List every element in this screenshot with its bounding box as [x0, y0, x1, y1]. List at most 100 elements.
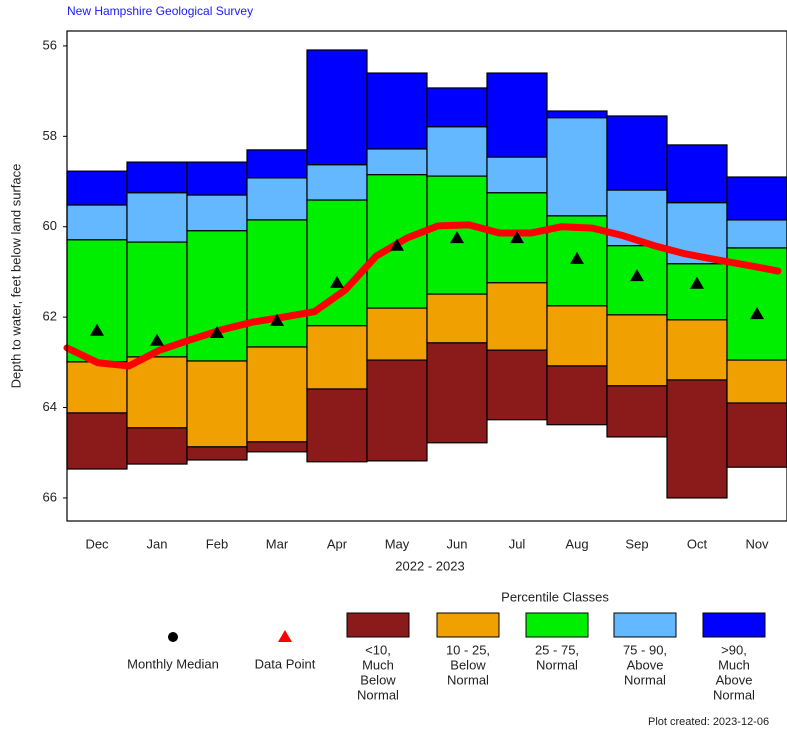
- percentile-band: [546, 305, 608, 367]
- y-tick-label: 62: [43, 309, 57, 324]
- median-marker: [390, 238, 404, 251]
- x-tick-label: Oct: [687, 536, 708, 551]
- percentile-band: [126, 356, 188, 429]
- footer: Plot created: 2023-12-06: [648, 716, 769, 728]
- percentile-band: [426, 126, 488, 177]
- x-tick-label: Nov: [745, 536, 769, 551]
- legend-label: Much: [362, 657, 394, 672]
- percentile-band: [486, 156, 548, 194]
- percentile-band: [726, 176, 787, 221]
- legend-label: Much: [718, 657, 750, 672]
- legend-label: Normal: [713, 687, 755, 702]
- plot-frame: [66, 30, 787, 522]
- source: New Hampshire Geological Survey: [67, 4, 253, 18]
- legend-label: >90,: [721, 642, 747, 657]
- legend-label: 10 - 25,: [446, 642, 490, 657]
- legend-label: Normal: [447, 672, 489, 687]
- x-axis-label: 2022 - 2023: [395, 558, 464, 573]
- y-tick-label: 56: [43, 37, 57, 52]
- percentile-band: [366, 148, 428, 176]
- median-marker: [450, 231, 464, 244]
- legend-data-point: Data Point: [255, 656, 316, 671]
- percentile-band: [186, 360, 248, 448]
- median-marker: [150, 333, 164, 346]
- percentile-band: [666, 144, 728, 204]
- percentile-band: [546, 117, 608, 217]
- percentile-band: [366, 72, 428, 150]
- percentile-band: [186, 446, 248, 461]
- legend-median-symbol: [168, 632, 178, 642]
- data-line: [63, 221, 782, 370]
- percentile-band: [246, 441, 308, 453]
- legend-swatch: [346, 612, 410, 638]
- percentile-band: [246, 219, 308, 348]
- percentile-band: [486, 349, 548, 421]
- percentile-band: [366, 359, 428, 462]
- percentile-band: [246, 149, 308, 179]
- y-tick-label: 58: [43, 128, 57, 143]
- median-marker: [690, 276, 704, 289]
- percentile-band: [606, 115, 668, 191]
- y-tick-label: 64: [43, 399, 57, 414]
- percentile-band: [606, 314, 668, 387]
- percentile-band: [606, 385, 668, 438]
- percentile-band: [66, 170, 128, 206]
- median-marker: [570, 251, 584, 264]
- x-tick-label: Sep: [625, 536, 648, 551]
- percentile-band: [66, 412, 128, 470]
- legend-label: <10,: [365, 642, 391, 657]
- legend-title: Percentile Classes: [501, 589, 609, 604]
- x-tick-label: Mar: [266, 536, 289, 551]
- x-tick-label: Jan: [147, 536, 168, 551]
- median-marker: [270, 313, 284, 326]
- legend-data-symbol: [278, 630, 292, 642]
- percentile-band: [306, 199, 368, 327]
- x-tick-label: May: [385, 536, 410, 551]
- x-tick-label: Feb: [206, 536, 228, 551]
- percentile-band: [126, 192, 188, 243]
- legend-median: Monthly Median: [127, 656, 219, 671]
- percentile-band: [186, 161, 248, 196]
- percentile-band: [186, 194, 248, 232]
- median-marker: [750, 307, 764, 320]
- percentile-band: [486, 72, 548, 158]
- percentile-band: [306, 49, 368, 166]
- legend-swatch: [436, 612, 500, 638]
- y-tick-label: 60: [43, 218, 57, 233]
- median-marker: [210, 326, 224, 339]
- percentile-band: [726, 219, 787, 249]
- legend-swatch: [613, 612, 677, 638]
- percentile-band: [426, 87, 488, 128]
- x-tick-label: Apr: [327, 536, 348, 551]
- percentile-band: [426, 293, 488, 344]
- legend-label: 75 - 90,: [623, 642, 667, 657]
- percentile-band: [726, 402, 787, 468]
- median-marker: [330, 275, 344, 288]
- y-axis-label: Depth to water, feet below land surface: [8, 164, 23, 389]
- legend-label: Normal: [357, 687, 399, 702]
- percentile-band: [66, 239, 128, 363]
- percentile-band: [306, 388, 368, 463]
- percentile-band: [666, 319, 728, 381]
- percentile-band: [666, 263, 728, 321]
- legend-label: Above: [716, 672, 753, 687]
- legend-label: Normal: [536, 657, 578, 672]
- legend-label: Normal: [624, 672, 666, 687]
- y-tick-label: 66: [43, 489, 57, 504]
- legend-swatch: [702, 612, 766, 638]
- legend-label: Above: [627, 657, 664, 672]
- percentile-band: [306, 325, 368, 390]
- median-marker: [90, 323, 104, 336]
- x-tick-label: Jun: [447, 536, 468, 551]
- percentile-band: [246, 346, 308, 443]
- x-tick-label: Jul: [509, 536, 526, 551]
- x-tick-label: Dec: [85, 536, 109, 551]
- percentile-band: [66, 204, 128, 241]
- percentile-band: [426, 342, 488, 444]
- median-marker: [630, 269, 644, 282]
- x-tick-label: Aug: [565, 536, 588, 551]
- percentile-band: [126, 427, 188, 465]
- percentile-band: [366, 307, 428, 361]
- median-marker: [510, 231, 524, 244]
